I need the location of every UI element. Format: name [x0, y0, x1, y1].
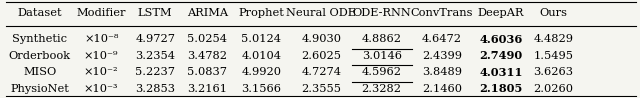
Text: 2.1805: 2.1805 [479, 83, 523, 94]
Text: 5.2237: 5.2237 [135, 67, 175, 77]
Text: Modifier: Modifier [76, 8, 126, 18]
Text: 2.7490: 2.7490 [479, 50, 523, 61]
Text: 4.8862: 4.8862 [362, 34, 402, 44]
Text: 2.1460: 2.1460 [422, 84, 462, 94]
Text: 5.0254: 5.0254 [188, 34, 227, 44]
Text: 4.5962: 4.5962 [362, 67, 402, 77]
Text: 3.8489: 3.8489 [422, 67, 462, 77]
Text: 3.0146: 3.0146 [362, 51, 402, 61]
Text: Dataset: Dataset [17, 8, 62, 18]
Text: LSTM: LSTM [138, 8, 173, 18]
Text: 3.1566: 3.1566 [241, 84, 282, 94]
Text: 3.2853: 3.2853 [135, 84, 175, 94]
Text: 4.9030: 4.9030 [301, 34, 341, 44]
Text: 4.0104: 4.0104 [241, 51, 282, 61]
Text: 2.3555: 2.3555 [301, 84, 341, 94]
Text: 4.6036: 4.6036 [479, 34, 523, 45]
Text: 3.2161: 3.2161 [188, 84, 227, 94]
Text: 2.0260: 2.0260 [533, 84, 573, 94]
Text: MISO: MISO [23, 67, 56, 77]
Text: 3.6263: 3.6263 [533, 67, 573, 77]
Text: 5.0124: 5.0124 [241, 34, 282, 44]
Text: ODE-RNN: ODE-RNN [352, 8, 411, 18]
Text: ×10⁻²: ×10⁻² [84, 67, 118, 77]
Text: DeepAR: DeepAR [477, 8, 524, 18]
Text: 5.0837: 5.0837 [188, 67, 227, 77]
Text: Synthetic: Synthetic [12, 34, 67, 44]
Text: ×10⁻³: ×10⁻³ [84, 84, 118, 94]
Text: Orderbook: Orderbook [9, 51, 71, 61]
Text: 4.4829: 4.4829 [533, 34, 573, 44]
Text: 4.0311: 4.0311 [479, 67, 523, 78]
Text: 2.6025: 2.6025 [301, 51, 341, 61]
Text: Ours: Ours [540, 8, 568, 18]
Text: 3.4782: 3.4782 [188, 51, 227, 61]
Text: ConvTrans: ConvTrans [411, 8, 474, 18]
Text: 2.4399: 2.4399 [422, 51, 462, 61]
Text: ARIMA: ARIMA [187, 8, 228, 18]
Text: 1.5495: 1.5495 [533, 51, 573, 61]
Text: 4.9920: 4.9920 [241, 67, 282, 77]
Text: 4.6472: 4.6472 [422, 34, 462, 44]
Text: 2.3282: 2.3282 [362, 84, 402, 94]
Text: ×10⁻⁸: ×10⁻⁸ [84, 34, 118, 44]
Text: 4.7274: 4.7274 [301, 67, 341, 77]
Text: Prophet: Prophet [239, 8, 284, 18]
Text: Neural ODE: Neural ODE [286, 8, 356, 18]
Text: 3.2354: 3.2354 [135, 51, 175, 61]
Text: 4.9727: 4.9727 [135, 34, 175, 44]
Text: ×10⁻⁹: ×10⁻⁹ [84, 51, 118, 61]
Text: PhysioNet: PhysioNet [10, 84, 69, 94]
